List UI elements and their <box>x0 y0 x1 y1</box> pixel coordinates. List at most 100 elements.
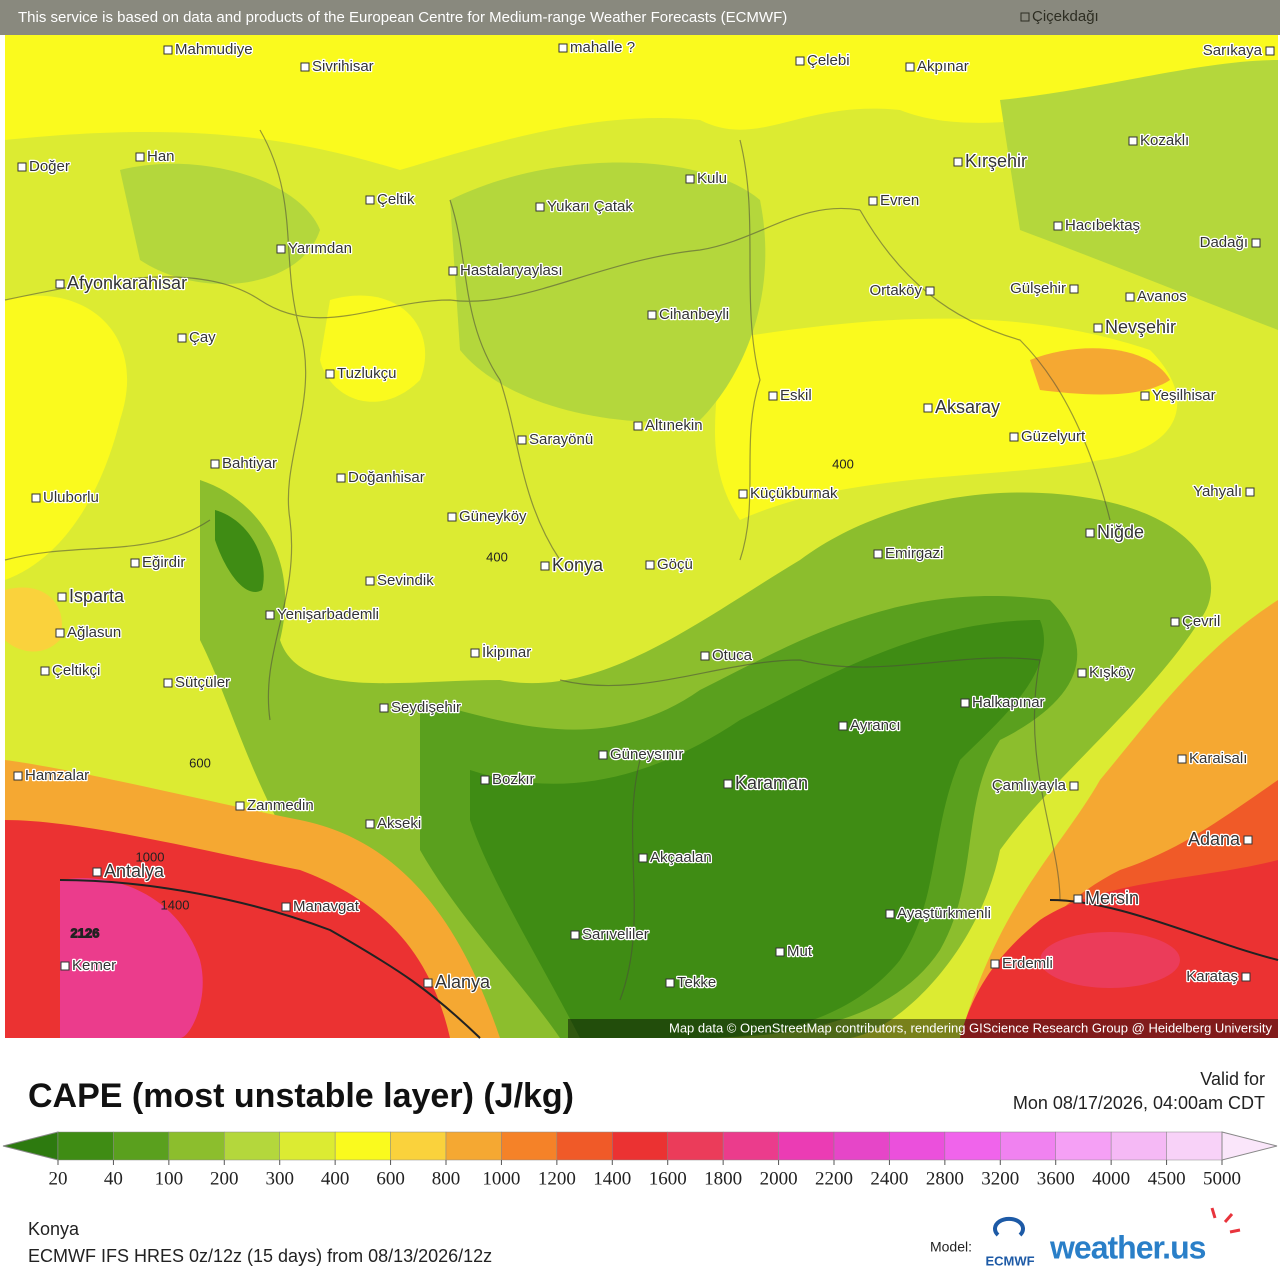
place-label: Kemer <box>72 957 116 974</box>
place-marker <box>1077 668 1087 678</box>
place-marker <box>135 152 145 162</box>
place-label: Ağlasun <box>67 624 121 641</box>
place-marker <box>423 978 433 988</box>
place-marker <box>1069 781 1079 791</box>
colorbar-segment <box>1166 1131 1223 1161</box>
place-label: Doğer <box>29 158 70 175</box>
place-label: Karaman <box>735 773 808 793</box>
place-marker <box>1009 432 1019 442</box>
place-label: Bahtiyar <box>222 455 277 472</box>
place-label: Küçükburnak <box>750 485 838 502</box>
place-marker <box>55 279 65 289</box>
place-label: Mersin <box>1085 888 1139 908</box>
place-marker <box>1241 972 1251 982</box>
place-label: Sivrihisar <box>312 58 374 75</box>
place-label: Çevril <box>1182 613 1220 630</box>
model-label: Model: <box>930 1239 972 1255</box>
place-marker <box>235 801 245 811</box>
cape-field <box>5 35 1278 1038</box>
brand: weather.us <box>1049 1229 1206 1265</box>
place-label: Han <box>147 148 175 165</box>
colorbar-label: 400 <box>321 1168 350 1189</box>
place-marker <box>276 244 286 254</box>
place-marker <box>517 435 527 445</box>
place-marker <box>540 561 550 571</box>
place-label: Mahmudiye <box>175 41 253 58</box>
place-marker <box>838 721 848 731</box>
place-label: Akseki <box>377 815 421 832</box>
place-marker <box>1085 528 1095 538</box>
colorbar-segment <box>113 1131 170 1161</box>
place-label: Yukarı Çatak <box>547 198 633 215</box>
place-marker <box>31 493 41 503</box>
place-label: Yenişarbademli <box>277 606 379 623</box>
valid-time: Mon 08/17/2026, 04:00am CDT <box>1013 1093 1265 1113</box>
colorbar-segment <box>612 1131 668 1161</box>
colorbar-segment <box>1055 1131 1112 1161</box>
place-marker <box>379 703 389 713</box>
place-marker <box>177 333 187 343</box>
place-label: Isparta <box>69 586 125 606</box>
contour-labels: 400 400 600 1000 1400 2126 <box>70 456 854 941</box>
coastline <box>59 879 481 1039</box>
colorbar-label: 20 <box>49 1168 68 1189</box>
place-marker <box>163 45 173 55</box>
place-label: Eskil <box>780 387 812 404</box>
model-run: ECMWF IFS HRES 0z/12z (15 days) from 08/… <box>28 1246 492 1266</box>
place-label: Güneyköy <box>459 508 527 525</box>
place-label: Halkapınar <box>972 694 1045 711</box>
place-marker <box>925 286 935 296</box>
place-label: Güneysınır <box>610 746 683 763</box>
place-marker <box>645 560 655 570</box>
place-label: Tuzlukçu <box>337 365 396 382</box>
place-label: Manavgat <box>293 898 360 915</box>
model-logo: ECMWF <box>985 1253 1034 1268</box>
place-label: Niğde <box>1097 522 1144 542</box>
place-label: Hamzalar <box>25 767 89 784</box>
place-label: Gülşehir <box>1010 280 1066 297</box>
place-marker <box>447 512 457 522</box>
place-label: Akçaalan <box>650 849 712 866</box>
attribution-bg <box>568 1019 1278 1038</box>
place-label: Antalya <box>104 861 165 881</box>
place-label: Karataş <box>1186 968 1238 985</box>
place-marker <box>570 930 580 940</box>
place-marker <box>1125 292 1135 302</box>
colorbar-label: 800 <box>432 1168 461 1189</box>
place-label: Sarıveliler <box>582 926 649 943</box>
place-marker <box>17 162 27 172</box>
place-label: Zanmedin <box>247 797 314 814</box>
place-marker <box>885 909 895 919</box>
map: ÇiçekdağıMahmudiyeSivrihisarmahalle ?Çel… <box>0 0 1280 1040</box>
colorbar-segment <box>833 1131 890 1161</box>
place-label: Yahyalı <box>1193 483 1242 500</box>
place-label: Hastalaryaylası <box>460 262 563 279</box>
place-label: Ortaköy <box>869 282 922 299</box>
colorbar-label: 1000 <box>482 1168 520 1189</box>
place-label: Yarımdan <box>288 240 352 257</box>
contour-label: 600 <box>189 755 211 770</box>
place-label: Kışköy <box>1089 664 1135 681</box>
place-label: Mut <box>787 943 813 960</box>
place-marker <box>873 549 883 559</box>
place-label: Hacıbektaş <box>1065 217 1140 234</box>
place-marker <box>768 391 778 401</box>
place-marker <box>1177 754 1187 764</box>
place-label: Dadağı <box>1200 234 1248 251</box>
colorbar: 20 40 100 200 300 400 600 800 1000 1200 1400 1600 18… <box>2 1131 1278 1189</box>
contour-label: 400 <box>832 456 854 471</box>
colorbar-segment <box>1000 1131 1056 1161</box>
places: ÇiçekdağıMahmudiyeSivrihisarmahalle ?Çel… <box>13 7 1275 993</box>
place-marker <box>1053 221 1063 231</box>
place-label: Kulu <box>697 170 727 187</box>
place-label: Evren <box>880 192 919 209</box>
colorbar-label: 600 <box>376 1168 405 1189</box>
colorbar-label: 2200 <box>815 1168 853 1189</box>
place-marker <box>905 62 915 72</box>
place-marker <box>265 610 275 620</box>
colorbar-segment <box>556 1131 613 1161</box>
contour-label: 1400 <box>161 897 190 912</box>
place-marker <box>1128 136 1138 146</box>
place-label: Sütçüler <box>175 674 230 691</box>
